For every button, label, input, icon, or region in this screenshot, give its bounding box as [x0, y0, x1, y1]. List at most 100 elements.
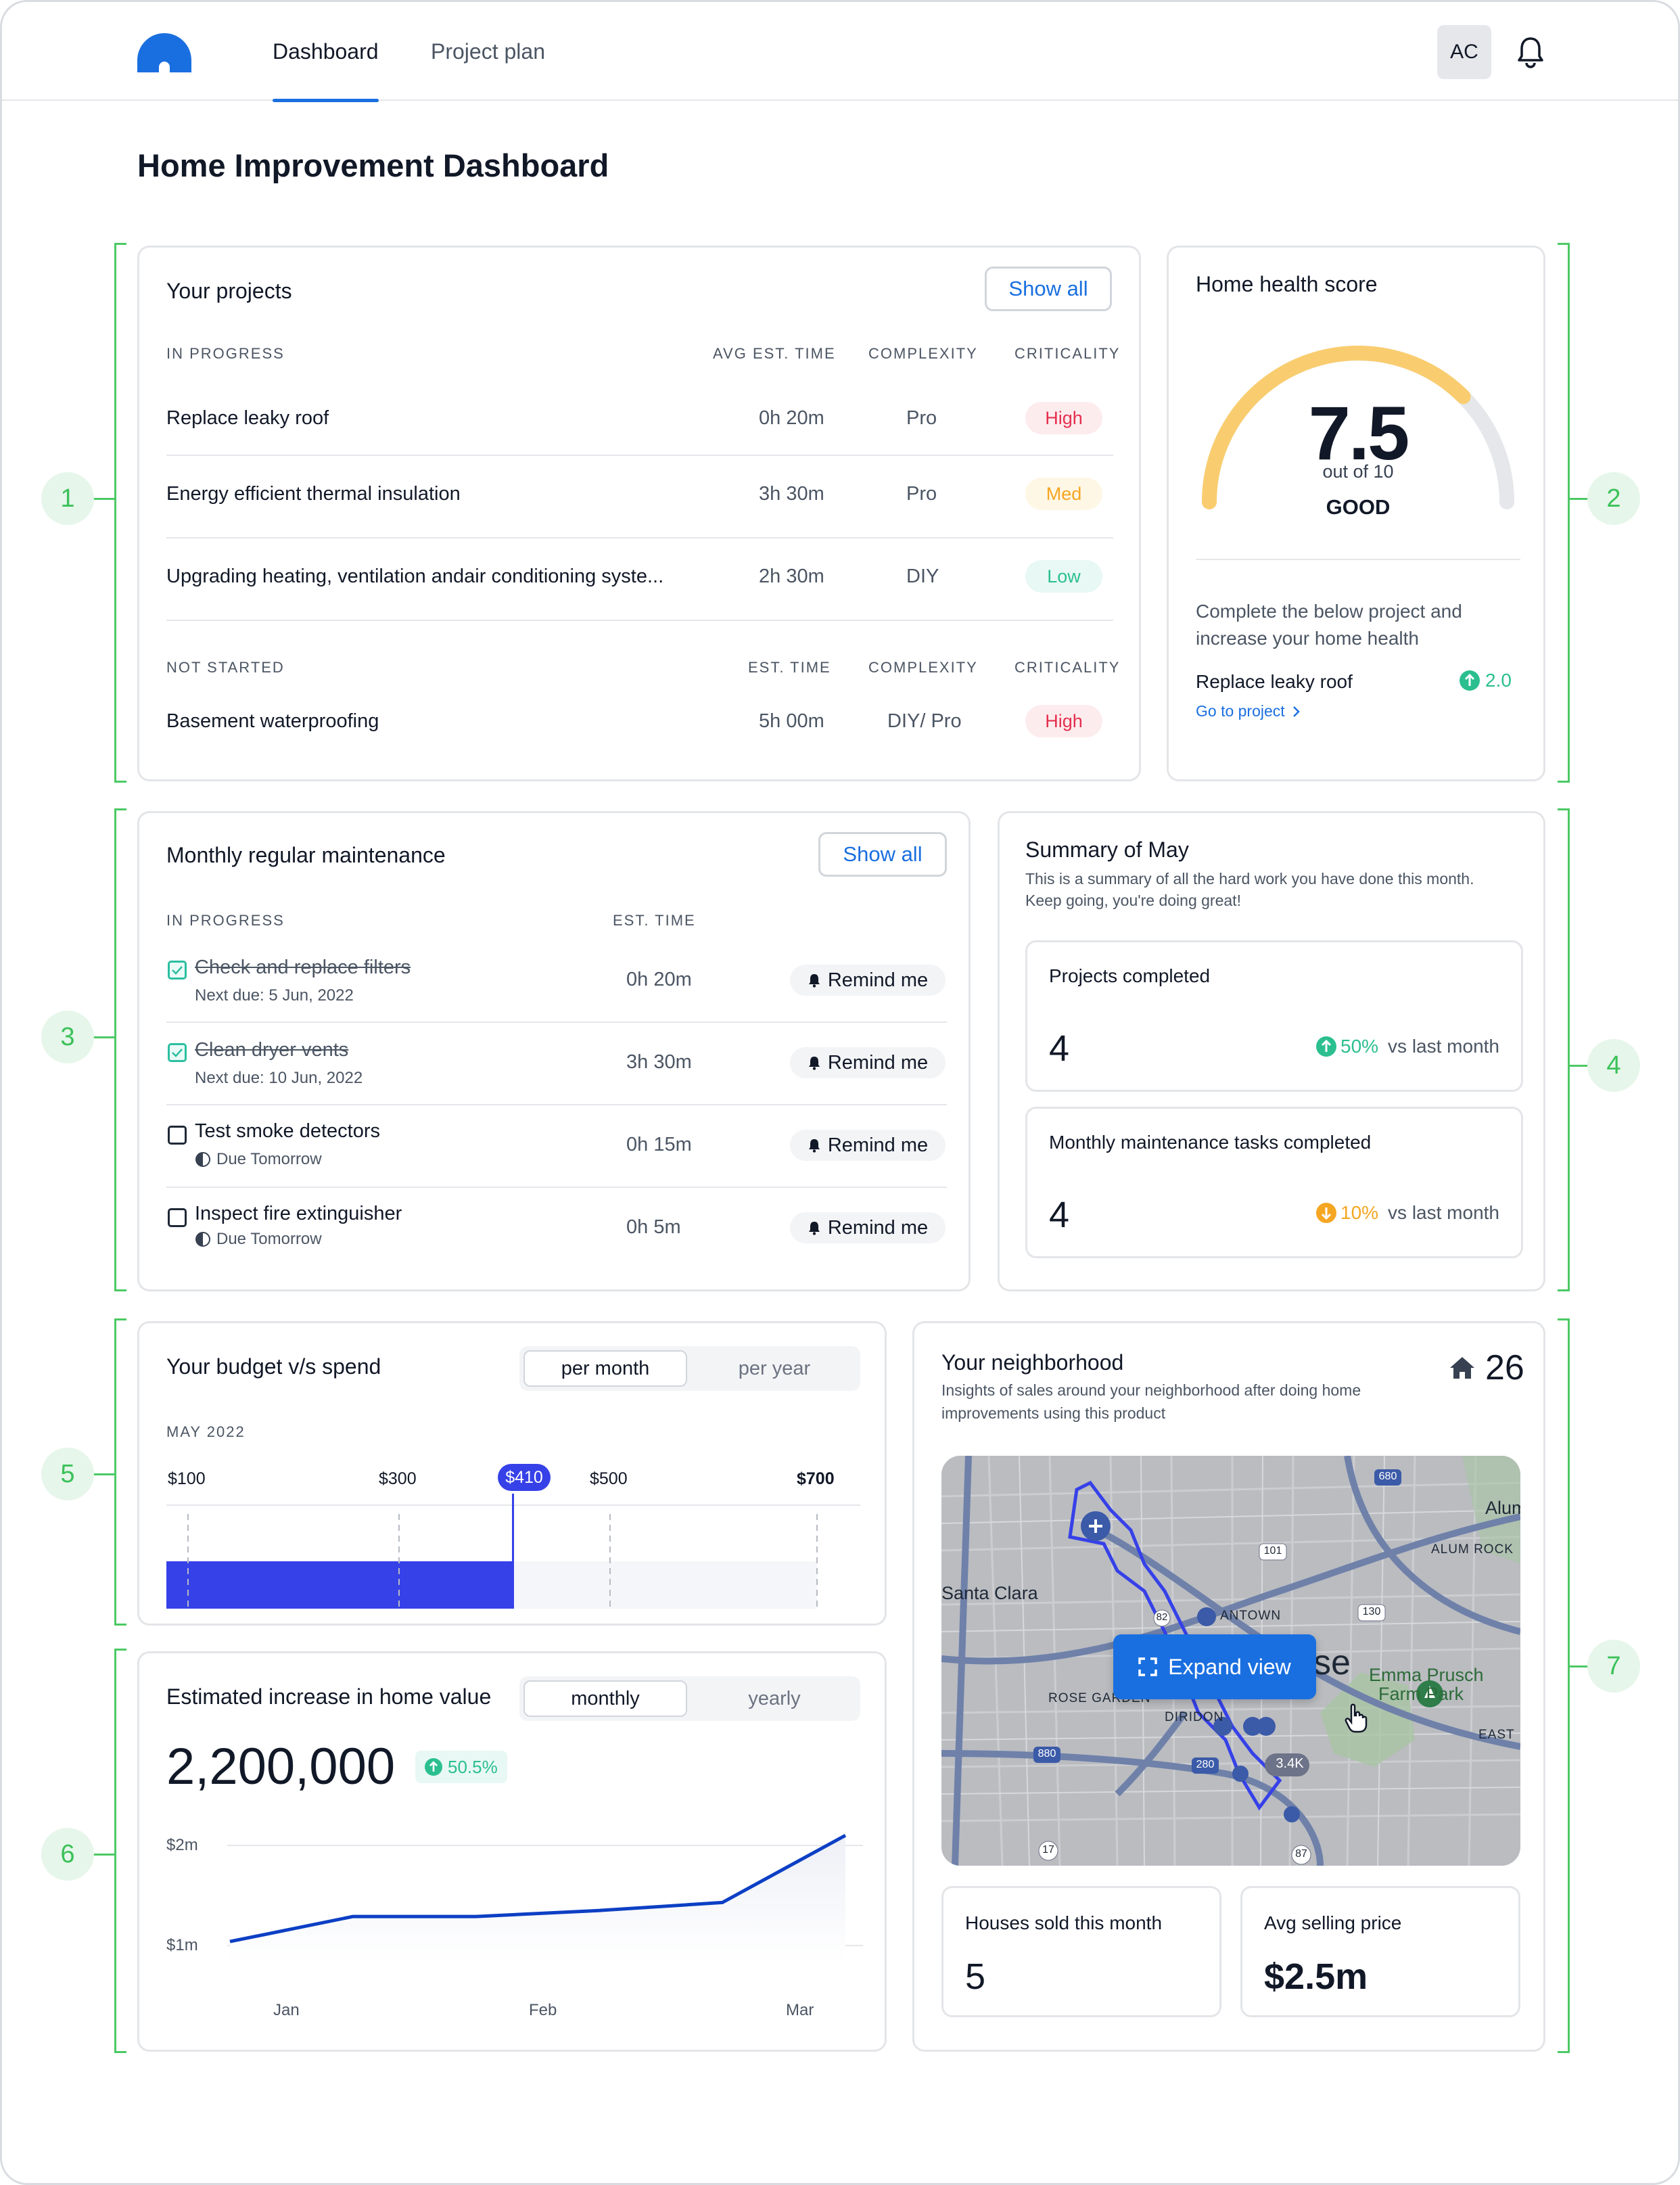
project-time: 0h 20m: [759, 407, 824, 429]
budget-spend-bar: [166, 1561, 513, 1609]
neighborhood-map[interactable]: Santa Clara Emma Prusch Farm Park ALUM R…: [941, 1456, 1520, 1866]
section-label: NOT STARTED: [166, 659, 285, 676]
map-route-label: 130: [1362, 1606, 1381, 1617]
tab-project-plan[interactable]: Project plan: [431, 2, 545, 101]
home-icon: [1450, 1357, 1474, 1379]
project-complexity: DIY/ Pro: [887, 710, 962, 732]
notification-bell-icon[interactable]: [1517, 36, 1544, 68]
project-name[interactable]: Basement waterproofing: [166, 710, 379, 732]
health-gain: 2.0: [1460, 670, 1512, 691]
bell-icon: [808, 974, 820, 988]
arrow-down-circle-icon: [1316, 1203, 1336, 1223]
annotation-bracket: [1558, 1318, 1570, 2053]
task-checkbox[interactable]: [168, 961, 187, 980]
project-time: 5h 00m: [759, 710, 824, 732]
health-gain-value: 2.0: [1485, 670, 1512, 691]
remind-me-button[interactable]: Remind me: [790, 965, 946, 996]
annotation-bracket: [114, 243, 126, 783]
budget-tick: $100: [168, 1469, 206, 1488]
toggle-monthly[interactable]: monthly: [523, 1680, 687, 1717]
projects-show-all-button[interactable]: Show all: [985, 267, 1112, 311]
x-tick-label: Feb: [529, 2001, 557, 2019]
health-message: Complete the below project and increase …: [1196, 601, 1462, 649]
home-value-change: 50.5%: [448, 1756, 498, 1777]
task-due: Next due: 10 Jun, 2022: [195, 1069, 363, 1087]
annotation-connector: [91, 1036, 114, 1038]
toggle-per-year[interactable]: per year: [738, 1357, 811, 1379]
toggle-yearly[interactable]: yearly: [748, 1687, 801, 1709]
project-name[interactable]: Replace leaky roof: [166, 407, 329, 429]
health-rating: GOOD: [1326, 495, 1391, 519]
task-time: 0h 15m: [626, 1134, 692, 1155]
stat-change-percent: 50%: [1340, 1036, 1379, 1057]
bell-icon: [808, 1057, 820, 1070]
annotation-connector: [91, 498, 114, 500]
neighborhood-count: 26: [1449, 1348, 1524, 1388]
map-label: Alum: [1485, 1498, 1520, 1518]
task-checkbox[interactable]: [168, 1208, 187, 1227]
remind-me-button[interactable]: Remind me: [790, 1130, 946, 1161]
remind-me-button[interactable]: Remind me: [790, 1047, 946, 1078]
column-header-complexity: COMPLEXITY: [868, 345, 978, 362]
projects-title: Your projects: [166, 279, 292, 303]
task-due: Due Tomorrow: [195, 1230, 322, 1249]
go-to-project-link[interactable]: Go to project: [1196, 702, 1300, 720]
task-time: 0h 5m: [626, 1216, 681, 1238]
tab-dashboard[interactable]: Dashboard: [273, 2, 379, 102]
budget-period-toggle: per month per year: [519, 1346, 860, 1391]
task-checkbox[interactable]: [168, 1126, 187, 1145]
stat-label: Monthly maintenance tasks completed: [1049, 1132, 1372, 1153]
home-value-change-badge: 50.5%: [415, 1751, 507, 1783]
task-name: Check and replace filters: [195, 957, 411, 978]
stat-change-percent: 10%: [1340, 1202, 1379, 1223]
stat-change-suffix: vs last month: [1388, 1036, 1499, 1057]
column-header-time: EST. TIME: [748, 659, 831, 676]
task-checkbox[interactable]: [168, 1043, 187, 1062]
app-logo-icon[interactable]: [137, 33, 191, 72]
column-header-complexity: COMPLEXITY: [868, 659, 978, 676]
summary-subtitle: This is a summary of all the hard work y…: [1025, 870, 1474, 888]
home-value-card: Estimated increase in home value monthly…: [137, 1651, 887, 2052]
task-name: Clean dryer vents: [195, 1039, 349, 1061]
annotation-connector: [1570, 1665, 1593, 1668]
annotation-bracket: [114, 808, 126, 1291]
map-route-label: 87: [1295, 1848, 1307, 1860]
toggle-per-month[interactable]: per month: [523, 1350, 687, 1387]
task-time: 3h 30m: [626, 1051, 692, 1073]
criticality-badge: Low: [1025, 560, 1102, 593]
stat-value: 4: [1049, 1028, 1070, 1069]
budget-card: Your budget v/s spend per month per year…: [137, 1321, 887, 1626]
annotation-connector: [1570, 498, 1593, 500]
project-name[interactable]: Energy efficient thermal insulation: [166, 483, 461, 505]
clock-half-icon: [195, 1152, 210, 1167]
neighborhood-count-value: 26: [1485, 1348, 1524, 1387]
active-tab-indicator: [273, 99, 379, 102]
remind-me-button[interactable]: Remind me: [790, 1212, 946, 1243]
budget-tick-max: $700: [797, 1469, 835, 1488]
map-label: ALUM ROCK: [1431, 1542, 1514, 1557]
clock-half-icon: [195, 1232, 210, 1247]
annotation-connector: [1570, 1065, 1593, 1067]
maintenance-title: Monthly regular maintenance: [166, 843, 446, 867]
project-complexity: Pro: [906, 407, 937, 429]
stat-card: Monthly maintenance tasks completed 4 10…: [1025, 1107, 1523, 1258]
task-name: Inspect fire extinguisher: [195, 1203, 402, 1224]
project-name[interactable]: Upgrading heating, ventilation andair co…: [166, 566, 664, 587]
arrow-up-circle-icon: [1316, 1036, 1336, 1057]
task-due: Next due: 5 Jun, 2022: [195, 986, 354, 1005]
map-label: Santa Clara: [941, 1583, 1038, 1603]
remind-me-label: Remind me: [827, 1134, 929, 1156]
stat-card: Projects completed 4 50% vs last month: [1025, 940, 1523, 1092]
checkmark-icon: [172, 966, 183, 975]
expand-view-button[interactable]: Expand view: [1113, 1634, 1316, 1699]
budget-bar-chart: [166, 1494, 818, 1609]
row-divider: [166, 455, 1113, 456]
maintenance-show-all-button[interactable]: Show all: [818, 832, 947, 877]
arrow-up-circle-icon: [425, 1758, 442, 1776]
go-to-project-label: Go to project: [1196, 702, 1285, 720]
project-time: 3h 30m: [759, 483, 824, 505]
projects-card: Your projects Show all IN PROGRESS AVG E…: [137, 246, 1141, 781]
checkmark-icon: [172, 1049, 183, 1057]
user-avatar[interactable]: AC: [1437, 25, 1491, 79]
criticality-badge: High: [1025, 402, 1102, 434]
